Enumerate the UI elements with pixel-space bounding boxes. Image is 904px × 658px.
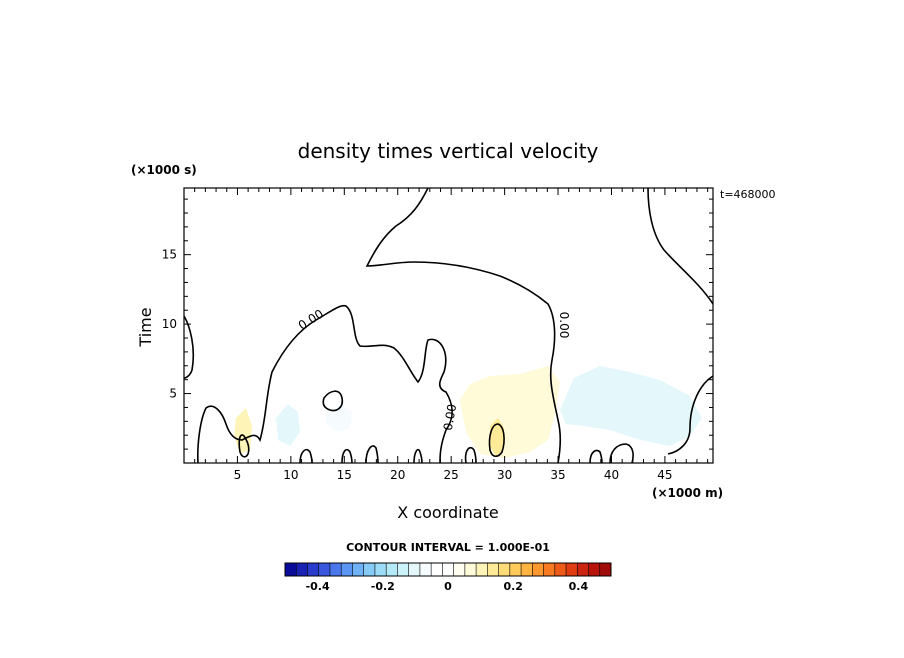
field-blue-patch-3 <box>560 366 702 446</box>
colorbar-swatch <box>532 563 544 576</box>
contour-line-right-low <box>667 375 713 455</box>
colorbar-swatch <box>431 563 443 576</box>
y-tick-label: 15 <box>162 248 177 262</box>
x-tick-label: 40 <box>604 468 619 482</box>
colorbar-swatch <box>341 563 353 576</box>
colorbar-swatch <box>588 563 601 576</box>
contour-loop-4 <box>609 443 634 463</box>
colorbar-tick-label: 0 <box>444 580 452 593</box>
axis-ticks <box>184 188 713 463</box>
x-tick-label: 45 <box>657 468 672 482</box>
colorbar-swatch <box>352 563 364 576</box>
x-tick-labels: 5 10 15 20 25 30 35 40 45 <box>234 468 673 482</box>
y-tick-labels: 5 10 15 <box>162 248 177 401</box>
contour-loop-1 <box>322 390 344 412</box>
x-tick-label: 20 <box>390 468 405 482</box>
field-blue-patch-1 <box>276 404 300 446</box>
x-tick-label: 15 <box>337 468 352 482</box>
contour-interval-label: CONTOUR INTERVAL = 1.000E-01 <box>346 541 550 554</box>
shaded-fields <box>184 188 713 463</box>
colorbar-swatch <box>521 563 533 576</box>
x-tick-label: 30 <box>497 468 512 482</box>
x-tick-label: 35 <box>550 468 565 482</box>
y-axis-label: Time <box>136 307 155 347</box>
colorbar-tick-label: 0.2 <box>503 580 523 593</box>
field-yellow-region <box>460 366 560 458</box>
colorbar-tick-label: -0.2 <box>371 580 395 593</box>
colorbar-swatch <box>464 563 477 576</box>
contour-bump-5 <box>464 446 477 463</box>
colorbar-tick-label: 0.4 <box>569 580 589 593</box>
chart-title: density times vertical velocity <box>298 139 599 163</box>
contour-bump-6 <box>589 449 603 463</box>
contour-line-right <box>647 188 713 305</box>
contour-label: 0.00 <box>441 403 459 432</box>
plot-frame <box>183 187 714 464</box>
colorbar-frame <box>284 562 612 577</box>
colorbar-swatch <box>419 563 432 576</box>
zero-contours <box>184 188 713 463</box>
y-unit-label: (×1000 s) <box>131 163 197 177</box>
colorbar-swatch <box>374 563 387 576</box>
colorbar-swatch <box>554 563 567 576</box>
colorbar-swatch <box>487 563 499 576</box>
colorbar-swatch <box>307 563 320 576</box>
contour-loop-2 <box>238 434 250 458</box>
colorbar: -0.4 -0.2 0 0.2 0.4 <box>284 562 612 593</box>
contour-line-upper <box>365 188 562 463</box>
x-tick-label: 10 <box>283 468 298 482</box>
contour-bump-3 <box>365 445 379 463</box>
contour-line-left <box>184 315 195 379</box>
contour-loop-3 <box>488 423 505 458</box>
colorbar-swatch <box>408 563 421 576</box>
x-tick-label: 5 <box>234 468 242 482</box>
colorbar-swatch <box>498 563 511 576</box>
colorbar-swatch <box>476 563 488 576</box>
colorbar-swatch <box>453 563 466 576</box>
colorbar-swatch <box>566 563 578 576</box>
colorbar-swatch <box>509 563 522 576</box>
colorbar-swatch <box>543 563 556 576</box>
x-tick-label: 25 <box>444 468 459 482</box>
colorbar-swatch <box>386 563 398 576</box>
x-axis-label: X coordinate <box>397 503 498 522</box>
y-tick-label: 10 <box>162 317 177 331</box>
colorbar-swatch <box>442 563 454 576</box>
contour-bump-4 <box>413 448 423 463</box>
colorbar-swatch <box>397 563 409 576</box>
colorbar-tick-label: -0.4 <box>306 580 330 593</box>
colorbar-swatch <box>296 563 308 576</box>
colorbar-swatch <box>285 563 297 576</box>
x-unit-label: (×1000 m) <box>652 486 723 500</box>
colorbar-swatch <box>329 563 342 576</box>
colorbar-swatch <box>318 563 331 576</box>
contour-line-main <box>197 304 453 463</box>
contour-label: 0.00 <box>557 312 571 339</box>
y-tick-label: 5 <box>169 387 177 401</box>
colorbar-swatch <box>599 563 612 576</box>
colorbar-swatch <box>363 563 376 576</box>
colorbar-swatch <box>577 563 589 576</box>
contour-bump-2 <box>341 448 353 463</box>
time-stamp: t=468000 <box>720 188 776 201</box>
